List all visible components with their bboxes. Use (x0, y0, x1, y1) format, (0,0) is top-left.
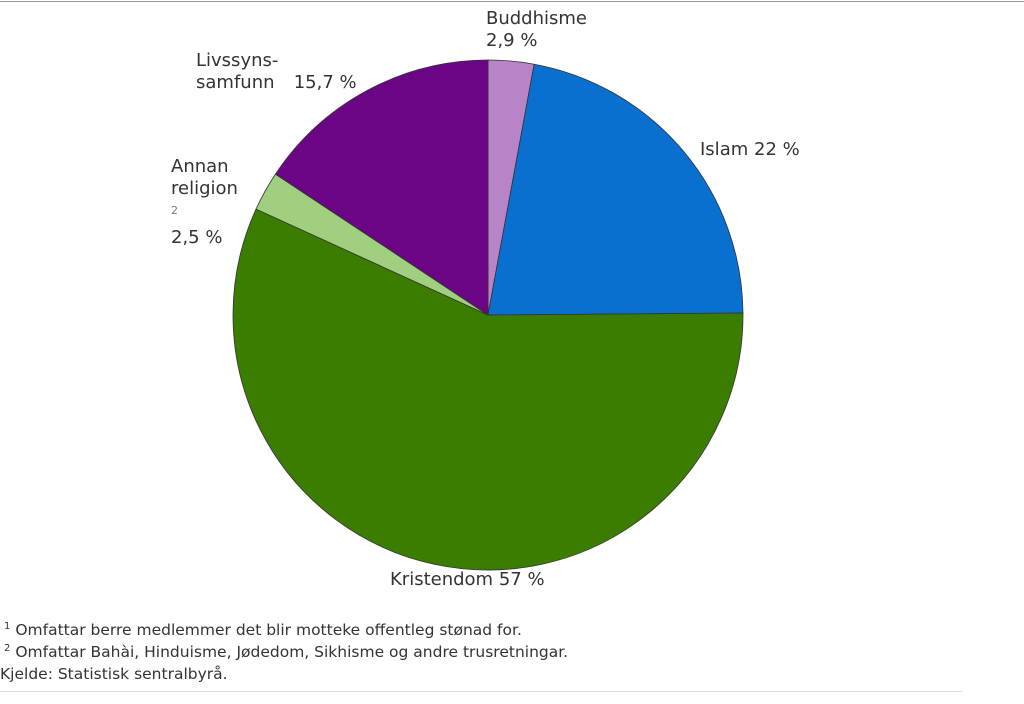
source: Kjelde: Statistisk sentralbyrå. (0, 665, 228, 683)
value-label: 22 % (754, 139, 800, 160)
slice-label: Livssyns-samfunn 15,7 % (196, 50, 366, 94)
pie-slice (274, 59, 489, 316)
category-label: Islam (700, 139, 749, 160)
slice-label: Buddhisme 2,9 % (486, 8, 626, 52)
category-label: Buddhisme (486, 8, 588, 29)
category-label: Livssyns-samfunn (196, 50, 279, 93)
footnote-text: Omfattar Bahài, Hinduisme, Jødedom, Sikh… (15, 643, 569, 662)
category-label: Kristendom (390, 569, 494, 590)
slice-label: Kristendom 57 % (390, 569, 590, 591)
footnote: 2 Omfattar Bahài, Hinduisme, Jødedom, Si… (4, 643, 568, 661)
value-label: 2,9 % (486, 30, 538, 51)
footnote-text: Omfattar berre medlemmer det blir mottek… (15, 621, 522, 640)
pie-slice (232, 208, 744, 571)
value-label: 15,7 % (293, 72, 357, 93)
value-label: 2,5 % (171, 227, 223, 248)
bottom-border (0, 691, 962, 692)
pie-slice (487, 63, 744, 316)
footnote-marker: 2 (4, 643, 11, 654)
category-label: Annan religion (171, 156, 238, 199)
top-border (0, 1, 1024, 2)
footnote-marker: 1 (4, 621, 11, 632)
slice-label: Islam 22 % (700, 139, 860, 161)
footnote-ref: 2 (171, 204, 178, 217)
slice-label: Annan religion 2 2,5 % (171, 156, 261, 249)
footnote: 1 Omfattar berre medlemmer det blir mott… (4, 621, 522, 639)
value-label: 57 % (498, 569, 545, 590)
